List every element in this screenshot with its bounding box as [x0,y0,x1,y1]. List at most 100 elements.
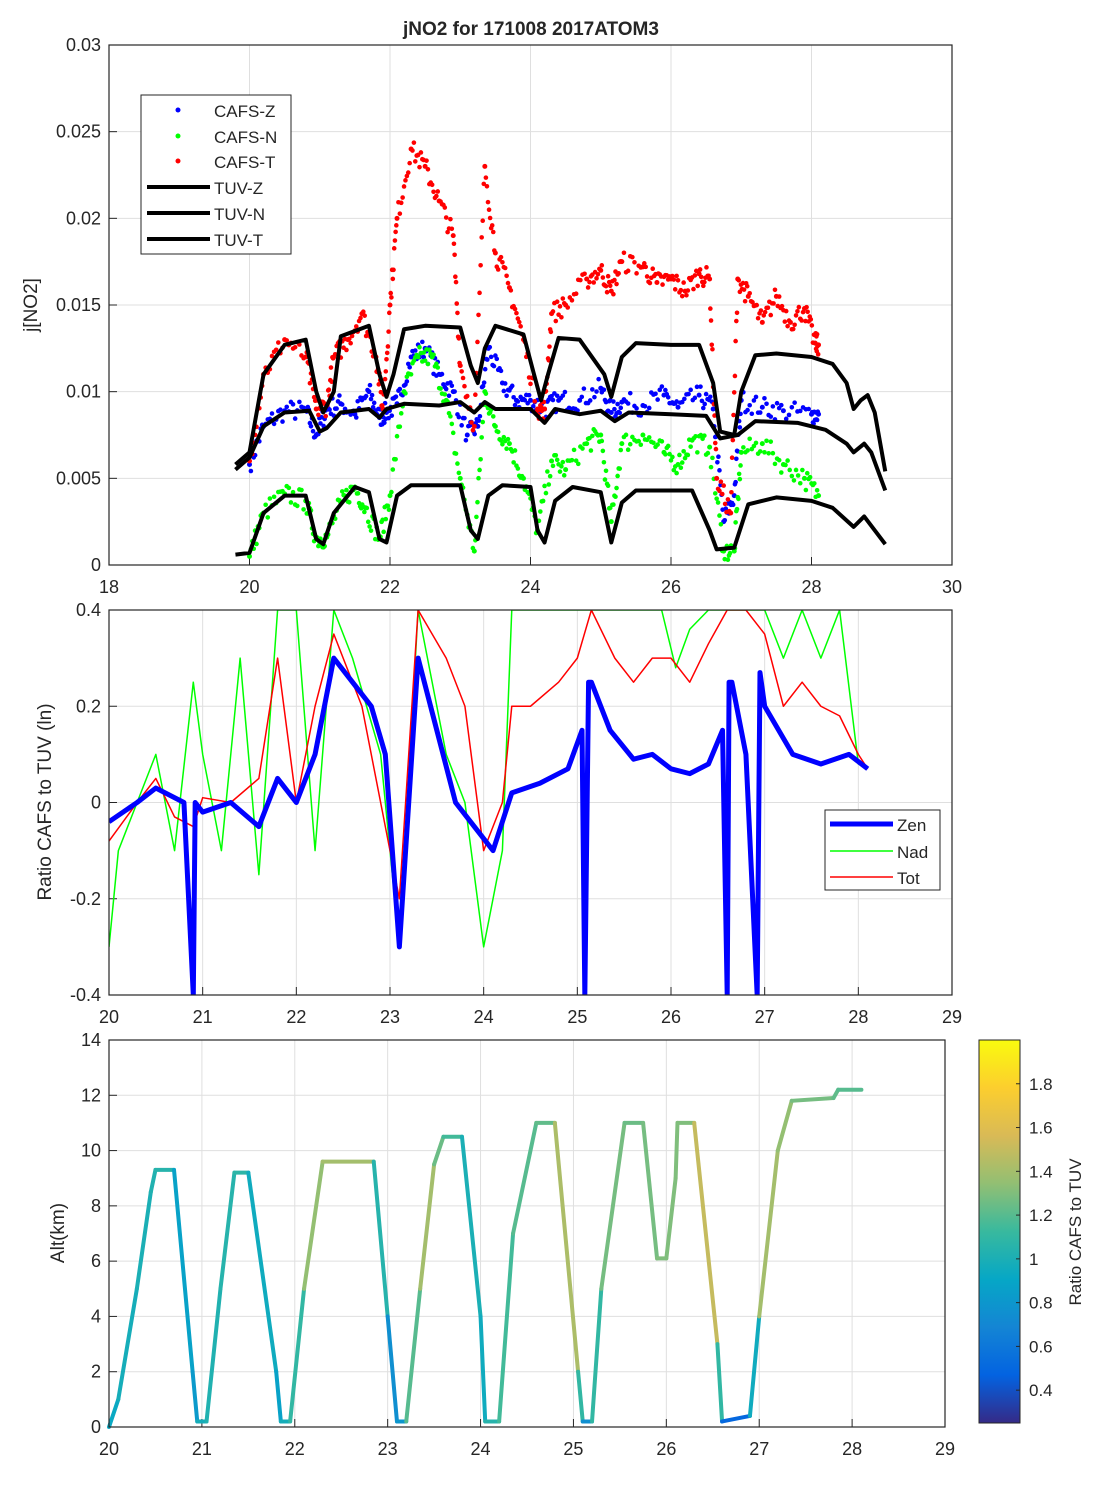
y-tick-label: 0.4 [76,600,101,620]
point-cafs-z [456,414,462,420]
point-cafs-t [605,273,611,279]
point-cafs-n [498,438,504,443]
point-cafs-t [771,301,776,306]
point-cafs-z [699,398,705,404]
point-cafs-n [707,444,713,450]
point-cafs-n [753,440,759,446]
point-cafs-t [442,205,448,210]
altitude-segment [497,1231,516,1424]
point-cafs-t [316,412,321,418]
point-cafs-n [668,458,674,463]
point-cafs-t [732,373,738,379]
x-tick-label: 25 [563,1439,583,1459]
point-cafs-t [386,329,391,334]
altitude-segment [288,1286,307,1424]
point-cafs-z [382,420,387,426]
point-cafs-n [608,519,614,525]
point-cafs-t [744,283,750,289]
point-cafs-n [408,372,414,377]
point-cafs-z [702,401,708,407]
point-cafs-t [284,338,290,343]
point-cafs-t [559,314,564,320]
point-cafs-n [736,496,741,502]
line-zen [109,655,870,995]
point-cafs-t [376,382,382,387]
point-cafs-t [358,315,363,321]
point-cafs-t [671,277,677,282]
altitude-segment [459,1134,483,1319]
point-cafs-z [686,391,691,397]
point-cafs-z [659,384,665,389]
point-cafs-t [390,276,396,282]
point-cafs-z [655,397,660,402]
point-cafs-n [474,514,479,520]
point-cafs-t [678,287,684,293]
altitude-segment [789,1096,836,1103]
point-cafs-z [762,396,767,401]
point-cafs-n [814,487,820,493]
altitude-segment [478,1314,488,1424]
point-cafs-z [512,402,518,408]
point-cafs-n [263,502,268,508]
point-cafs-z [355,398,360,404]
point-cafs-z [783,416,789,422]
legend-marker-cafs-z [175,107,181,113]
point-cafs-t [387,302,393,308]
point-cafs-t [721,483,726,488]
point-cafs-t [452,252,457,258]
point-cafs-n [778,470,784,475]
point-cafs-z [509,383,515,389]
point-cafs-n [492,423,498,429]
point-cafs-t [759,319,765,325]
point-cafs-t [729,455,735,461]
ratio-lines [109,610,870,995]
point-cafs-z [806,406,811,412]
point-cafs-n [480,419,486,425]
point-cafs-n [619,441,625,447]
point-cafs-z [764,401,769,407]
point-cafs-n [712,491,718,496]
point-cafs-t [410,148,415,153]
point-cafs-z [634,406,639,411]
x-tick-label: 22 [380,577,400,597]
x-tick-label: 23 [380,1007,400,1027]
point-cafs-t [471,423,477,429]
point-cafs-t [388,290,394,296]
point-cafs-t [603,283,609,289]
point-cafs-z [284,404,290,410]
point-cafs-t [538,404,544,409]
point-cafs-z [618,405,624,411]
point-cafs-n [670,454,675,460]
point-cafs-t [804,304,809,310]
point-cafs-t [604,289,610,295]
point-cafs-n [636,438,641,444]
point-cafs-z [310,428,316,434]
point-cafs-t [462,383,467,389]
point-cafs-n [734,506,740,512]
point-cafs-t [532,399,538,404]
point-cafs-t [634,271,639,276]
point-cafs-t [611,291,616,297]
point-cafs-z [749,411,755,417]
point-cafs-t [457,363,463,369]
point-cafs-t [621,250,627,256]
x-tick-label: 26 [656,1439,676,1459]
point-cafs-n [681,448,686,454]
point-cafs-t [349,333,355,339]
point-cafs-t [484,183,490,189]
point-cafs-t [328,365,334,370]
altitude-segment [720,1413,752,1424]
point-cafs-n [364,505,370,511]
point-cafs-n [588,448,594,453]
point-cafs-t [326,387,332,393]
point-cafs-z [462,415,467,421]
point-cafs-n [504,446,509,451]
point-cafs-t [679,293,685,299]
point-cafs-t [329,379,334,385]
point-cafs-t [557,304,563,309]
altitude-segment [590,1286,604,1424]
altitude-segment [664,1176,678,1261]
point-cafs-z [596,376,601,382]
point-cafs-t [675,278,681,283]
point-cafs-t [482,163,488,169]
